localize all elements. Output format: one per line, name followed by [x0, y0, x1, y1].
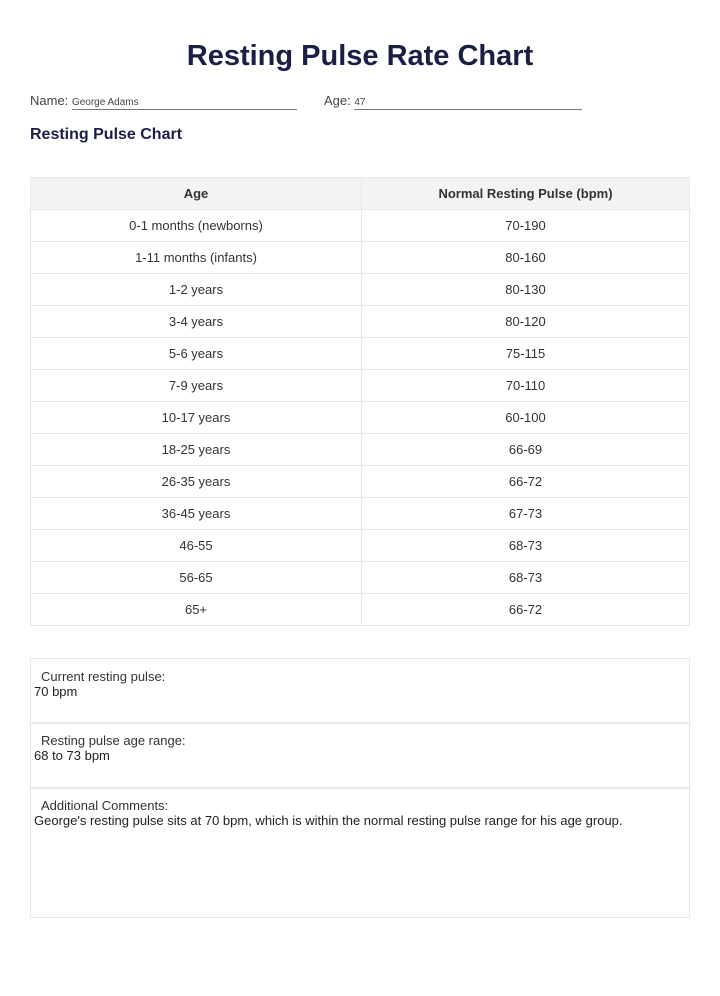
- pulse-cell: 68-73: [361, 561, 690, 594]
- table-row: 18-25 years 66-69: [30, 433, 690, 466]
- table-row: 10-17 years 60-100: [30, 401, 690, 434]
- table-row: 46-55 68-73: [30, 529, 690, 562]
- age-cell: 56-65: [30, 561, 362, 594]
- pulse-cell: 70-190: [361, 209, 690, 242]
- age-cell: 10-17 years: [30, 401, 362, 434]
- age-cell: 26-35 years: [30, 465, 362, 498]
- table-row: 7-9 years 70-110: [30, 369, 690, 402]
- age-cell: 46-55: [30, 529, 362, 562]
- current-pulse-label: Current resting pulse:: [41, 669, 166, 684]
- name-field: Name: George Adams: [30, 93, 297, 110]
- table-row: 26-35 years 66-72: [30, 465, 690, 498]
- table-row: 1-11 months (infants) 80-160: [30, 241, 690, 274]
- age-cell: 18-25 years: [30, 433, 362, 466]
- pulse-cell: 80-160: [361, 241, 690, 274]
- header-age: Age: [30, 177, 362, 210]
- age-cell: 0-1 months (newborns): [30, 209, 362, 242]
- current-pulse-value: 70 bpm: [34, 684, 78, 699]
- table-row: 3-4 years 80-120: [30, 305, 690, 338]
- age-label: Age:: [324, 93, 351, 108]
- age-cell: 65+: [30, 593, 362, 626]
- pulse-cell: 80-130: [361, 273, 690, 306]
- age-cell: 3-4 years: [30, 305, 362, 338]
- pulse-cell: 80-120: [361, 305, 690, 338]
- age-range-value: 68 to 73 bpm: [34, 748, 110, 763]
- pulse-cell: 66-69: [361, 433, 690, 466]
- age-range-label: Resting pulse age range:: [41, 733, 186, 748]
- age-cell: 5-6 years: [30, 337, 362, 370]
- age-cell: 1-2 years: [30, 273, 362, 306]
- pulse-cell: 66-72: [361, 465, 690, 498]
- comments-label: Additional Comments:: [41, 798, 169, 813]
- pulse-cell: 60-100: [361, 401, 690, 434]
- table-row: 36-45 years 67-73: [30, 497, 690, 530]
- pulse-cell: 75-115: [361, 337, 690, 370]
- name-label: Name:: [30, 93, 69, 108]
- pulse-cell: 67-73: [361, 497, 690, 530]
- pulse-cell: 70-110: [361, 369, 690, 402]
- pulse-cell: 66-72: [361, 593, 690, 626]
- page-title: Resting Pulse Rate Chart: [186, 40, 534, 72]
- current-pulse-box: Current resting pulse: 70 bpm: [30, 658, 690, 724]
- pulse-cell: 68-73: [361, 529, 690, 562]
- section-title: Resting Pulse Chart: [30, 126, 183, 143]
- name-value: George Adams: [71, 97, 297, 110]
- table-row: 0-1 months (newborns) 70-190: [30, 209, 690, 242]
- comments-value: George's resting pulse sits at 70 bpm, w…: [34, 813, 623, 828]
- age-cell: 7-9 years: [30, 369, 362, 402]
- table-row: 5-6 years 75-115: [30, 337, 690, 370]
- table-row: 56-65 68-73: [30, 561, 690, 594]
- age-value: 47: [354, 97, 583, 110]
- table-row: 65+ 66-72: [30, 593, 690, 626]
- header-pulse: Normal Resting Pulse (bpm): [361, 177, 690, 210]
- age-cell: 1-11 months (infants): [30, 241, 362, 274]
- comments-box: Additional Comments: George's resting pu…: [30, 787, 690, 918]
- age-cell: 36-45 years: [30, 497, 362, 530]
- age-range-box: Resting pulse age range: 68 to 73 bpm: [30, 722, 690, 789]
- table-header-row: Age Normal Resting Pulse (bpm): [30, 177, 690, 210]
- age-field: Age: 47: [324, 93, 583, 110]
- pulse-table: Age Normal Resting Pulse (bpm) 0-1 month…: [30, 177, 690, 626]
- table-row: 1-2 years 80-130: [30, 273, 690, 306]
